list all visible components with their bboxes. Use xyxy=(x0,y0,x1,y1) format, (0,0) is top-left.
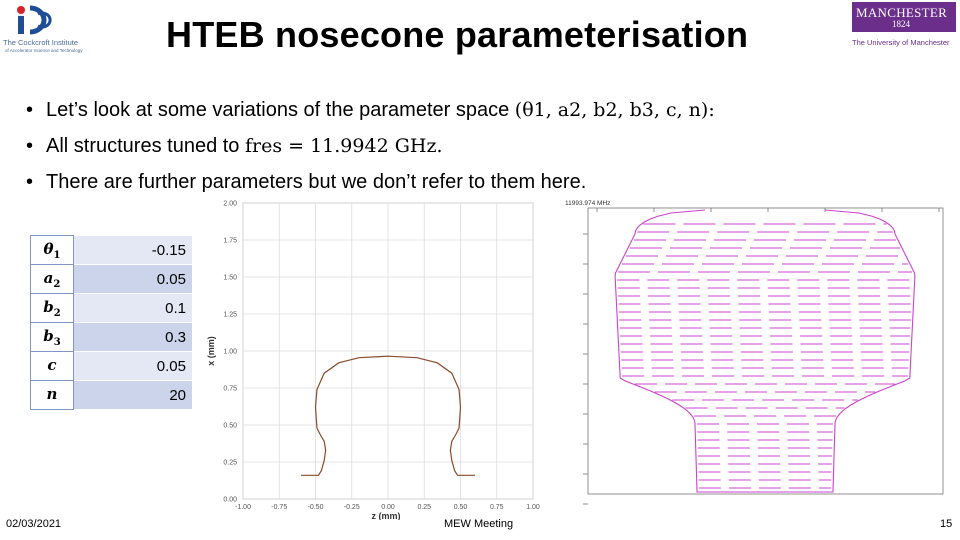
param-symbol: c xyxy=(30,351,74,381)
table-row: b2 0.1 xyxy=(30,293,193,323)
param-symbol: b2 xyxy=(30,293,74,323)
bullet-list: Let’s look at some variations of the par… xyxy=(26,96,715,204)
y-tick-label: 0.25 xyxy=(223,460,237,467)
y-tick-label: 0.00 xyxy=(223,497,237,504)
logo-left-line2: of Accelerator Science and Technology xyxy=(5,48,83,53)
x-tick-label: -0.50 xyxy=(308,504,324,511)
field-lines xyxy=(614,209,916,493)
y-axis-label: x (mm) xyxy=(206,336,216,366)
param-symbol: n xyxy=(30,380,74,410)
y-tick-label: 1.25 xyxy=(223,312,237,319)
manchester-logo: MANCHESTER 1824 The University of Manche… xyxy=(848,2,960,48)
table-row: θ1 -0.15 xyxy=(30,235,193,265)
x-tick-label: -0.75 xyxy=(271,504,287,511)
field-plot: 11993.974 MHz xyxy=(565,200,944,505)
manchester-logo-box: MANCHESTER 1824 xyxy=(852,2,956,32)
param-value: 0.3 xyxy=(73,322,193,352)
logo-left-line1: The Cockcroft Institute xyxy=(3,38,79,47)
x-tick-label: 0.25 xyxy=(417,504,431,511)
field-ticks xyxy=(583,208,940,505)
bullet-item: Let’s look at some variations of the par… xyxy=(26,96,715,132)
y-tick-label: 0.50 xyxy=(223,423,237,430)
profile-line xyxy=(301,355,475,476)
x-tick-label: 0.75 xyxy=(490,504,504,511)
x-axis-label: z (mm) xyxy=(372,511,401,520)
table-row: n 20 xyxy=(30,380,193,410)
x-tick-label: 1.00 xyxy=(526,504,540,511)
param-symbol: b3 xyxy=(30,322,74,352)
x-tick-label: -1.00 xyxy=(235,504,251,511)
y-tick-label: 1.75 xyxy=(223,238,237,245)
param-symbol: a2 xyxy=(30,264,74,294)
param-value: 0.1 xyxy=(73,293,193,323)
cavity-boundary xyxy=(614,209,916,493)
table-row: b3 0.3 xyxy=(30,322,193,352)
table-row: c 0.05 xyxy=(30,351,193,381)
bullet-item: All structures tuned to fres = 11.9942 G… xyxy=(26,132,715,168)
bullet-math: fres = 11.9942 GHz. xyxy=(244,135,443,157)
logo-subtitle: The University of Manchester xyxy=(852,38,950,47)
page-number: 15 xyxy=(940,518,953,530)
field-plot-frame xyxy=(587,207,944,495)
profile-plot: -1.00 -0.75 -0.50 -0.25 0.00 0.25 0.50 0.75 1.00… xyxy=(206,201,540,521)
cockcroft-logo-icon xyxy=(17,5,52,35)
y-tick-label: 0.75 xyxy=(223,386,237,393)
y-tick-label: 1.00 xyxy=(223,349,237,356)
table-row: a2 0.05 xyxy=(30,264,193,294)
param-value: -0.15 xyxy=(73,235,193,265)
x-tick-label: 0.50 xyxy=(454,504,468,511)
x-tick-label: -0.25 xyxy=(344,504,360,511)
x-tick-label: 0.00 xyxy=(381,504,395,511)
bullet-text: Let’s look at some variations of the par… xyxy=(46,99,515,121)
bullet-text: There are further parameters but we don’… xyxy=(46,171,587,193)
bullet-text: All structures tuned to xyxy=(46,135,245,157)
logo-brand: MANCHESTER xyxy=(856,5,948,20)
footer-center: MEW Meeting xyxy=(444,518,514,530)
bullet-item: There are further parameters but we don’… xyxy=(26,168,715,204)
bullet-math: (θ1, a2, b2, b3, c, n): xyxy=(514,99,715,121)
logo-year: 1824 xyxy=(892,19,910,29)
footer-date: 02/03/2021 xyxy=(6,518,62,530)
param-symbol: θ1 xyxy=(30,235,74,265)
parameter-table: θ1 -0.15 a2 0.05 b2 0.1 b3 0.3 c 0.05 n … xyxy=(30,235,193,410)
param-value: 0.05 xyxy=(73,264,193,294)
y-tick-label: 1.50 xyxy=(223,275,237,282)
y-tick-label: 2.00 xyxy=(223,201,237,208)
param-value: 20 xyxy=(73,380,193,410)
cockcroft-logo: The Cockcroft Institute of Accelerator S… xyxy=(2,2,112,54)
param-value: 0.05 xyxy=(73,351,193,381)
field-plot-header: 11993.974 MHz xyxy=(565,200,610,207)
page-title: HTEB nosecone parameterisation xyxy=(166,14,749,55)
